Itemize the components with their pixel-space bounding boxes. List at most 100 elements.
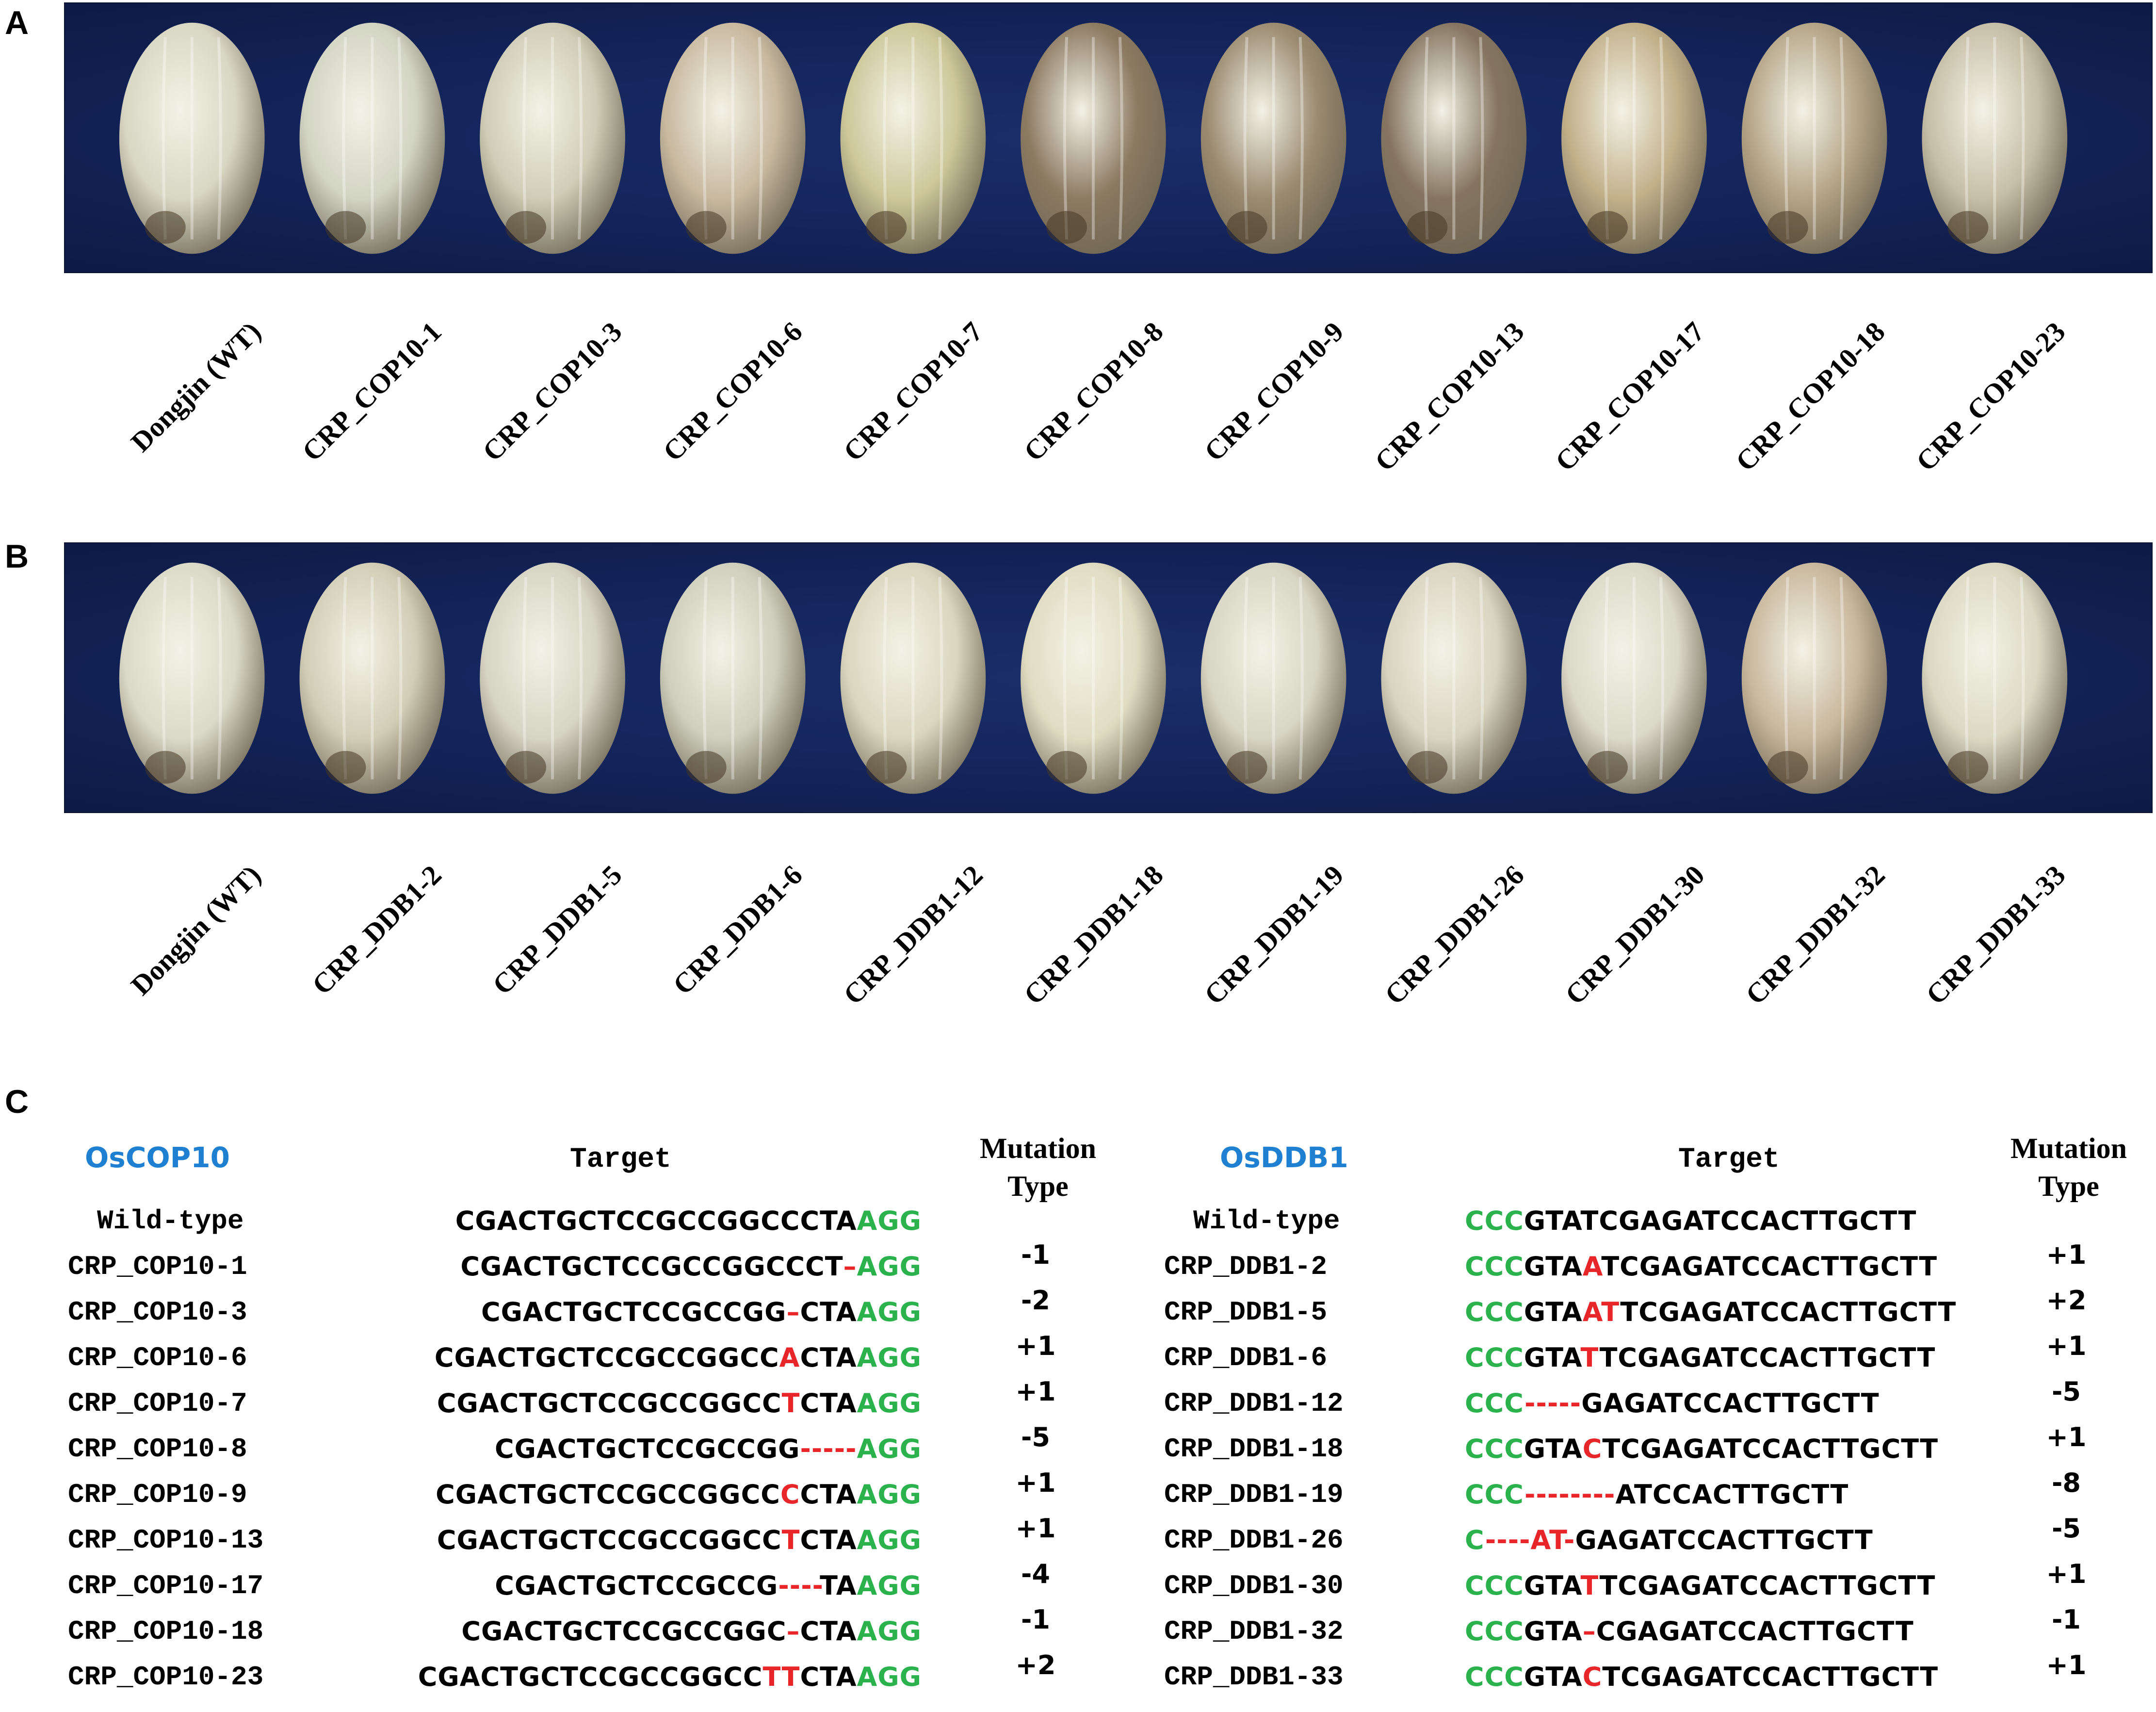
sample-label: Dongjin (WT): [125, 859, 267, 1001]
mutation-type-value: +1: [1015, 1376, 1056, 1407]
gene-name-ddb1: OsDDB1: [1220, 1141, 1348, 1174]
sequence-segment: ATCCACTTGCTT: [1615, 1479, 1849, 1510]
mutation-type-value: -2: [1021, 1285, 1050, 1316]
target-sequence: CCC--------ATCCACTTGCTT: [1465, 1479, 1848, 1510]
rice-seed: [1561, 562, 1707, 794]
target-sequence: CGACTGCTCCGCCGGCCTCTAAGG: [437, 1388, 922, 1419]
target-sequence: C----AT-GAGATCCACTTGCTT: [1465, 1525, 1873, 1555]
sample-label: CRP_COP10-9: [1198, 315, 1350, 468]
mutation-table-ddb1: OsDDB1 Target Mutation Type Wild-type CCC…: [1079, 1130, 2156, 1712]
sample-name: CRP_DDB1-18: [1164, 1434, 1344, 1465]
mutation-segment: -----: [1524, 1388, 1582, 1419]
pam-segment: AGG: [857, 1570, 922, 1601]
target-sequence: CGACTGCTCCGCCGGCCCTAAGG: [455, 1206, 922, 1236]
mutation-segment: AT: [1582, 1297, 1621, 1327]
mutation-type-value: +1: [1015, 1513, 1056, 1544]
mutation-segment: T: [1580, 1342, 1600, 1373]
seed-row-ddb1: [119, 562, 2068, 794]
sequence-segment: CGACTGCTCCGCCGGCC: [434, 1342, 779, 1373]
rice-seed: [660, 22, 806, 254]
target-sequence: CGACTGCTCCGCCGGCCTTCTAAGG: [418, 1662, 922, 1692]
pam-segment: CCC: [1465, 1342, 1524, 1373]
sample-name: CRP_DDB1-19: [1164, 1479, 1344, 1510]
target-sequence: CCCGTAATTCGAGATCCACTTGCTT: [1465, 1297, 1956, 1327]
rice-seed: [1021, 562, 1166, 794]
sample-name: CRP_DDB1-2: [1164, 1251, 1328, 1282]
pam-segment: CCC: [1465, 1251, 1524, 1282]
sample-name: CRP_COP10-1: [68, 1251, 247, 1282]
sequence-segment: CTA: [800, 1342, 857, 1373]
mutation-segment: –: [1582, 1616, 1596, 1647]
sequence-segment: TCGAGATCCACTTGCTT: [1599, 1570, 1936, 1601]
rice-seed: [1922, 22, 2068, 254]
pam-segment: CCC: [1465, 1616, 1524, 1647]
sample-name: CRP_DDB1-6: [1164, 1342, 1328, 1373]
sample-labels-ddb1: Dongjin (WT) CRP_DDB1-2 CRP_DDB1-5 CRP_DDB1…: [0, 854, 2156, 1082]
sample-name: CRP_COP10-23: [68, 1662, 264, 1693]
mutation-segment: –: [786, 1297, 800, 1327]
panel-label-c: C: [5, 1083, 29, 1120]
sample-name: CRP_COP10-6: [68, 1342, 247, 1373]
mutation-type-value: -5: [1021, 1422, 1050, 1452]
mutation-type-value: +1: [2046, 1331, 2087, 1361]
rice-seed: [299, 562, 445, 794]
pam-segment: AGG: [857, 1525, 922, 1555]
sample-name: CRP_COP10-18: [68, 1616, 264, 1647]
pam-segment: AGG: [857, 1342, 922, 1373]
sample-name: CRP_DDB1-30: [1164, 1570, 1344, 1601]
mutation-type-value: -1: [1021, 1604, 1050, 1635]
rice-seed: [1200, 22, 1346, 254]
sequence-segment: CGACTGCTCCGCCGG: [481, 1297, 787, 1327]
pam-segment: CCC: [1465, 1662, 1524, 1692]
mutation-segment: ----: [778, 1570, 820, 1601]
mutation-segment: –: [843, 1251, 857, 1282]
sample-name: CRP_DDB1-33: [1164, 1662, 1344, 1693]
rice-seed: [1381, 562, 1527, 794]
mutation-segment: ----AT-: [1485, 1525, 1575, 1555]
sequence-segment: GTA: [1524, 1342, 1581, 1373]
target-header-ddb1: Target: [1678, 1144, 1780, 1175]
rice-seed: [1561, 22, 1707, 254]
sequence-segment: CGACTGCTCCGCCGGCCCT: [460, 1251, 843, 1282]
mutation-type-value: -4: [1021, 1559, 1050, 1589]
target-sequence: CCCGTATTCGAGATCCACTTGCTT: [1465, 1570, 1935, 1601]
target-sequence: CCCGTACTCGAGATCCACTTGCTT: [1465, 1434, 1938, 1464]
mutation-segment: –: [786, 1616, 800, 1647]
target-sequence: CCCGTACTCGAGATCCACTTGCTT: [1465, 1662, 1938, 1692]
sequence-segment: CGACTGCTCCGCCGGCC: [437, 1388, 782, 1419]
sample-label: CRP_DDB1-6: [666, 859, 809, 1001]
rice-seed: [299, 22, 445, 254]
seed-photo-cop10: [64, 2, 2153, 273]
target-sequence: CGACTGCTCCGCCGG–CTAAGG: [481, 1297, 922, 1327]
seed-row-cop10: [119, 22, 2068, 254]
mutation-segment: T: [781, 1388, 800, 1419]
rice-seed: [840, 22, 986, 254]
sequence-segment: GTA: [1524, 1570, 1581, 1601]
sample-labels-cop10: Dongjin (WT) CRP_COP10-1 CRP_COP10-3 CRP_CO…: [0, 310, 2156, 538]
mutation-type-value: -8: [2052, 1467, 2081, 1498]
pam-segment: CCC: [1465, 1206, 1524, 1236]
sequence-segment: CGAGATCCACTTGCTT: [1596, 1616, 1914, 1647]
mutation-header-line2: Type: [2038, 1170, 2099, 1202]
gene-name-cop10: OsCOP10: [85, 1141, 230, 1174]
rice-seed: [119, 22, 265, 254]
target-sequence: CCC-----GAGATCCACTTGCTT: [1465, 1388, 1880, 1419]
sequence-segment: GTA: [1524, 1616, 1583, 1647]
target-sequence: CGACTGCTCCGCCGGC–CTAAGG: [461, 1616, 922, 1647]
sample-name: Wild-type: [1193, 1206, 1340, 1237]
sample-label: CRP_COP10-1: [296, 315, 448, 468]
sample-name: CRP_COP10-8: [68, 1434, 247, 1465]
sequence-segment: CGACTGCTCCGCCGGCC: [437, 1525, 782, 1555]
mutation-segment: A: [779, 1342, 800, 1373]
rice-seed: [840, 562, 986, 794]
mutation-type-value: +1: [2046, 1559, 2087, 1589]
rice-seed: [1381, 22, 1527, 254]
mutation-header-line1: Mutation: [980, 1132, 1096, 1164]
rice-seed: [660, 562, 806, 794]
sample-name: CRP_COP10-3: [68, 1297, 247, 1328]
pam-segment: AGG: [857, 1297, 922, 1327]
mutation-type-value: +1: [1015, 1331, 1056, 1361]
sequence-segment: TCGAGATCCACTTGCTT: [1601, 1251, 1938, 1282]
pam-segment: AGG: [857, 1434, 922, 1464]
mutation-type-value: +2: [1015, 1650, 1056, 1680]
